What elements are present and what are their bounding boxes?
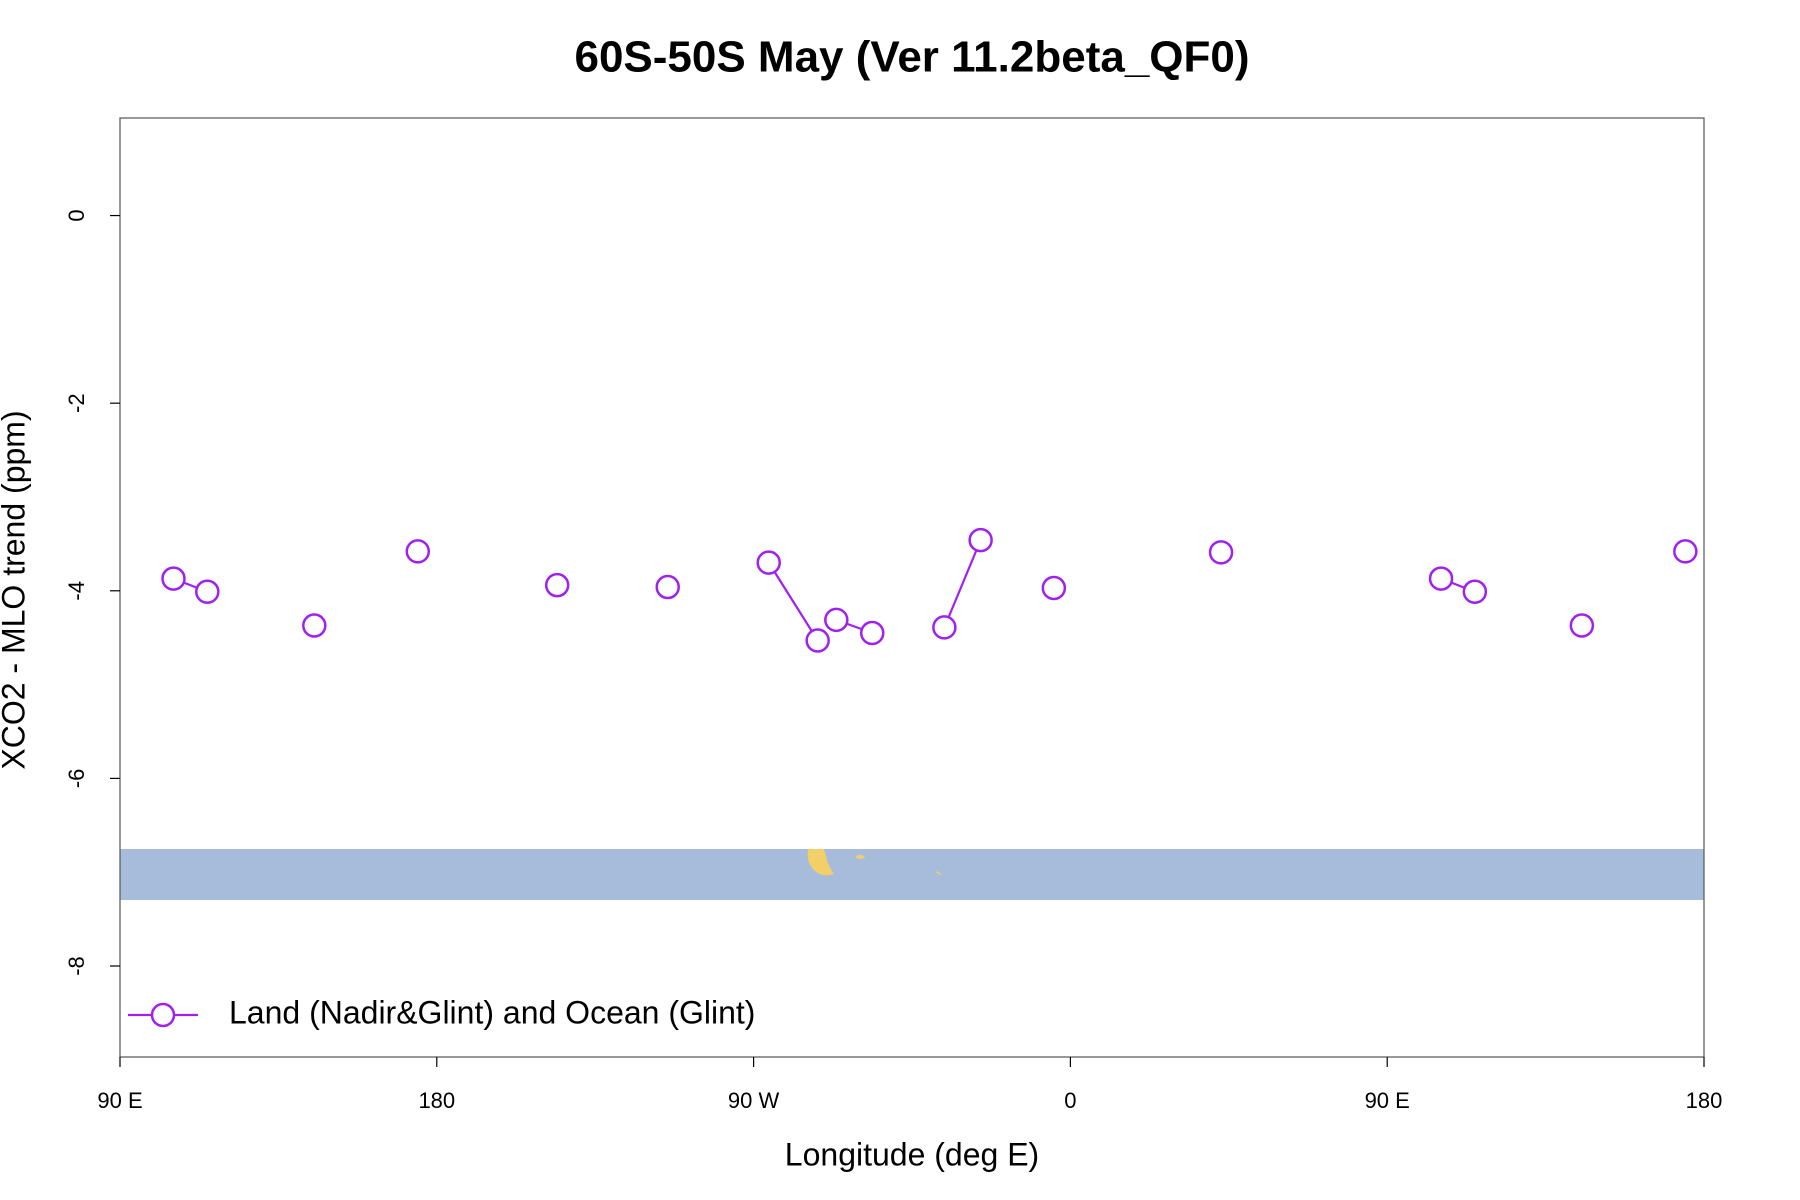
- data-point: [756, 550, 781, 575]
- x-tick-label: 180: [418, 1088, 455, 1113]
- data-point: [302, 613, 327, 638]
- data-point: [1462, 579, 1488, 604]
- y-tick-label: -8: [64, 956, 89, 976]
- x-tick-label: 90 W: [728, 1088, 780, 1113]
- legend-label: Land (Nadir&Glint) and Ocean (Glint): [229, 994, 755, 1030]
- y-tick-label: -2: [64, 393, 89, 413]
- data-point: [1569, 613, 1595, 638]
- data-point: [1428, 566, 1454, 591]
- data-point: [544, 572, 570, 598]
- chart-title: 60S-50S May (Ver 11.2beta_QF0): [574, 33, 1249, 82]
- x-tick-label: 90 E: [97, 1088, 142, 1113]
- data-point: [932, 615, 957, 640]
- y-axis-label: XCO2 - MLO trend (ppm): [0, 410, 31, 769]
- data-point: [1041, 575, 1067, 601]
- x-tick-label: 180: [1686, 1088, 1723, 1113]
- data-point: [161, 566, 186, 591]
- map-band: [120, 849, 1704, 900]
- data-point: [968, 527, 993, 553]
- plot-frame: [119, 117, 1705, 1058]
- x-tick-label: 90 E: [1365, 1088, 1410, 1113]
- data-point: [1673, 539, 1698, 564]
- data-point: [805, 628, 830, 653]
- series-line: [174, 540, 1686, 640]
- land-shape: [807, 849, 834, 876]
- land-shape: [855, 855, 942, 875]
- data-point: [195, 579, 220, 604]
- data-point: [405, 539, 431, 564]
- data-point: [859, 620, 885, 646]
- data-point: [824, 607, 849, 633]
- x-axis-label: Longitude (deg E): [785, 1136, 1039, 1172]
- y-tick-label: 0: [64, 209, 89, 221]
- x-tick-label: 0: [1064, 1088, 1076, 1113]
- y-tick-label: -4: [64, 581, 89, 601]
- data-point: [655, 574, 680, 600]
- legend-marker: [150, 1002, 176, 1028]
- data-point: [1208, 540, 1234, 565]
- y-tick-label: -6: [64, 769, 89, 789]
